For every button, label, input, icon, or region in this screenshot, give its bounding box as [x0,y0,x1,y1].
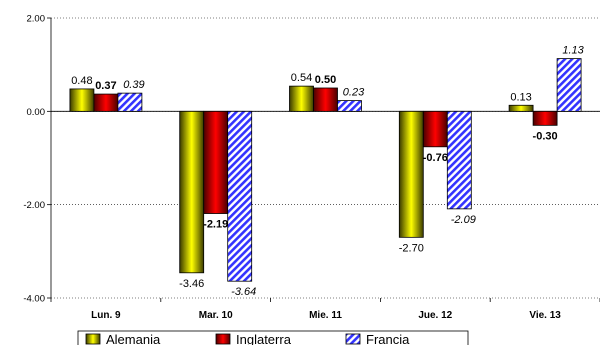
x-category-label: Vie. 13 [529,310,561,321]
data-label: 0.54 [291,72,312,84]
data-label: 0.13 [510,91,531,103]
data-label: -0.76 [423,152,448,164]
data-label: -3.64 [231,286,256,298]
legend-swatch-inglaterra [215,333,231,345]
y-tick-label: -4.00 [23,294,45,305]
bar-inglaterra [93,93,119,112]
bar-alemania [179,110,205,274]
x-category-label: Mar. 10 [199,310,233,321]
x-category-label: Jue. 12 [418,310,452,321]
x-category-label: Lun. 9 [91,310,121,321]
bar-inglaterra [313,87,338,112]
legend-swatch-francia [345,333,361,345]
legend-label-inglaterra: Inglaterra [236,332,292,345]
bar-francia [227,110,253,282]
data-label: -0.30 [533,130,558,142]
data-label: 0.23 [343,87,365,99]
bar-francia [337,100,362,112]
grid-layer [51,17,600,299]
x-category-label: Mie. 11 [309,310,342,321]
legend-label-alemania: Alemania [106,332,161,345]
bar-alemania [508,104,534,112]
bar-francia [556,58,582,112]
bar-alemania [289,85,314,112]
data-label: -2.70 [399,242,424,254]
bar-inglaterra [422,110,448,148]
data-label: -2.09 [451,214,476,226]
legend-swatch-alemania [85,333,101,345]
bar-inglaterra [532,110,558,126]
legend: Alemania Inglaterra Francia [77,330,469,345]
legend-box [77,330,469,345]
label-layer: 0.48 0.37 0.39 -3.46 -2.19 -3.64 0.54 0.50 0.23 -… [71,45,584,299]
y-tick-label: -2.00 [23,200,45,211]
legend-label-francia: Francia [366,332,410,345]
bar-francia [117,92,143,112]
axis-layer: 2.00 0.00 -2.00 -4.00 Lun. 9 Mar. 10 Mie. 11 Ju… [23,14,600,321]
bar-layer [69,58,582,282]
data-label: 1.13 [562,45,584,57]
data-label: -2.19 [203,219,228,231]
data-label: 0.37 [95,80,116,92]
data-label: 0.48 [71,75,92,87]
y-tick-label: 0.00 [27,107,46,118]
y-tick-label: 2.00 [27,14,46,25]
data-label: 0.39 [123,79,144,91]
bar-alemania [69,88,95,112]
bar-inglaterra [203,110,229,214]
bar-francia [446,110,472,210]
bar-alemania [398,110,424,238]
data-label: -3.46 [179,278,204,290]
data-label: 0.50 [315,74,336,86]
